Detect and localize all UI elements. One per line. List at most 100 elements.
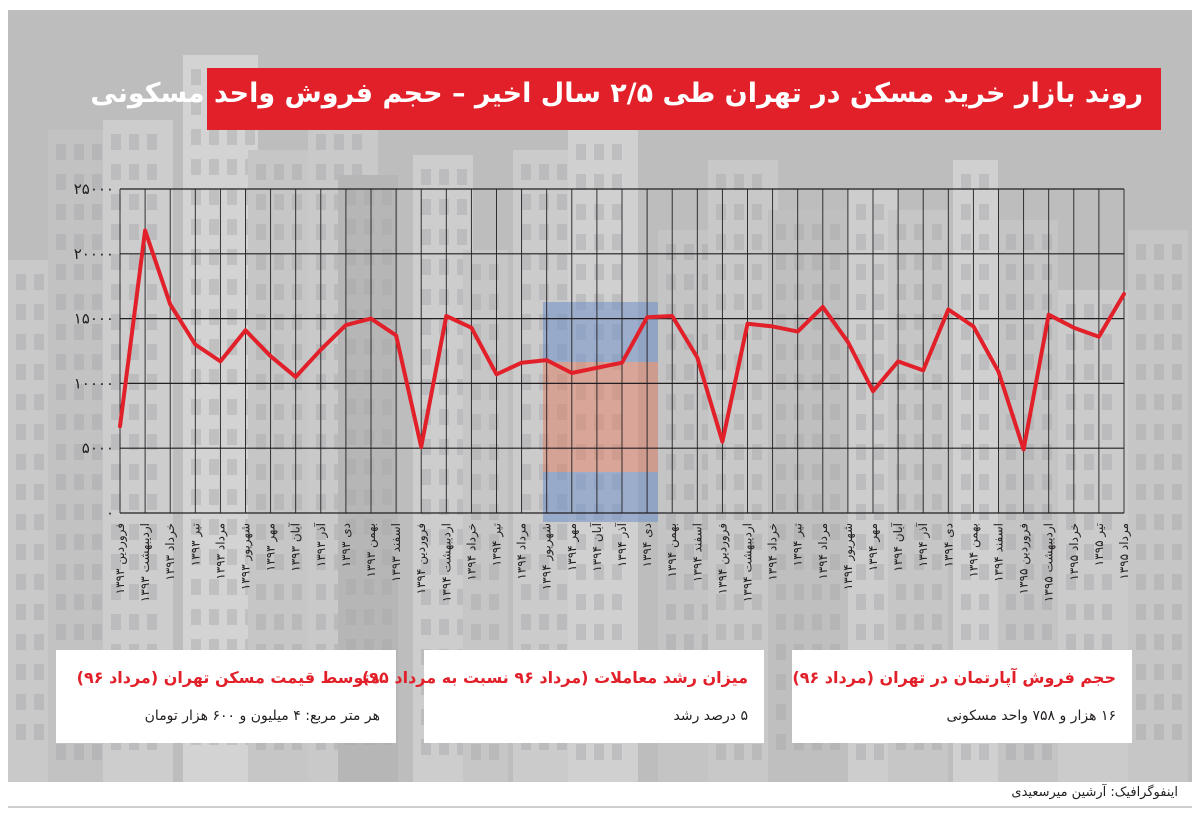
data-point [595,366,599,370]
x-tick-label: آذر ۱۳۹۴ [915,522,931,567]
x-tick-label: مهر ۱۳۹۳ [264,523,279,571]
bottom-divider [8,806,1192,808]
data-point [997,370,1000,374]
x-tick-label: بهمن ۱۳۹۳ [364,523,379,578]
x-tick-label: مرداد ۱۳۹۵ [1117,523,1132,580]
y-tick-label: ۲۰۰۰۰ [74,245,114,263]
x-tick-label: خرداد ۱۳۹۵ [1067,523,1082,581]
data-point [871,389,875,393]
x-tick-label: مرداد ۱۳۹۳ [213,523,228,580]
chart-title: روند بازار خرید مسکن در تهران طی ۲/۵ سال… [90,78,1143,109]
card-title: متوسط قیمت مسکن تهران (مرداد ۹۶) [76,668,380,687]
x-tick-label: آبان ۱۳۹۴ [890,522,905,571]
x-tick-label: بهمن ۱۳۹۴ [665,523,680,578]
x-tick-label: مرداد ۱۳۹۴ [515,523,530,580]
x-tick-label: تیر ۱۳۹۴ [791,523,806,566]
data-point [244,328,247,332]
x-tick-label: خرداد ۱۳۹۴ [766,523,781,581]
data-point [1097,335,1101,339]
x-tick-label: آبان ۱۳۹۳ [288,522,303,571]
data-point [193,343,197,347]
x-tick-label: تیر ۱۳۹۵ [1092,523,1107,566]
data-point [294,375,298,379]
x-tick-label: خرداد ۱۳۹۳ [163,523,178,581]
card-value: ۵ درصد رشد [673,708,748,724]
x-tick-label: دی ۱۳۹۳ [339,523,353,567]
series-layer [118,228,1126,452]
x-tick-label: شهریور ۱۳۹۴ [841,523,856,590]
data-point [319,348,323,352]
y-tick-label: ۱۵۰۰۰ [74,310,114,328]
data-point [1072,326,1076,330]
x-tick-label: اردیبهشت ۱۳۹۳ [138,523,153,602]
x-tick-label: مرداد ۱۳۹۴ [816,523,831,580]
watermark-logo [543,302,658,522]
data-point [469,326,473,330]
card-average-price: متوسط قیمت مسکن تهران (مرداد ۹۶) هر متر … [56,650,396,743]
data-point [670,314,674,318]
x-tick-label: اسفند ۱۳۹۴ [690,523,704,582]
x-tick-label: فروردین ۱۳۹۳ [113,523,128,594]
data-point [720,440,724,444]
y-tick-label: ۵۰۰۰ [82,439,114,457]
x-tick-label: اردیبهشت ۱۳۹۴ [741,523,756,602]
x-axis: فروردین ۱۳۹۳ اردیبهشت ۱۳۹۳ خرداد ۱۳۹۳ تیر ۱… [113,522,1132,602]
data-point [344,323,348,327]
data-point [645,315,649,319]
data-point [218,359,222,363]
x-tick-label: اردیبهشت ۱۳۹۴ [439,523,454,602]
x-tick-label: بهمن ۱۳۹۴ [966,523,981,578]
data-point [746,322,749,326]
card-title: حجم فروش آپارتمان در تهران (مرداد ۹۶) [792,668,1116,687]
data-point [545,358,549,362]
x-tick-label: شهریور ۱۳۹۳ [239,523,254,590]
data-point [444,314,448,318]
x-tick-label: فروردین ۱۳۹۵ [1017,523,1032,594]
x-tick-label: دی ۱۳۹۴ [941,523,955,567]
x-tick-label: آذر ۱۳۹۴ [614,522,630,567]
data-point [143,228,147,232]
data-point [896,359,900,363]
data-point [1022,447,1026,451]
data-point [971,324,975,328]
card-value: ۱۶ هزار و ۷۵۸ واحد مسکونی [946,708,1116,724]
data-point [695,355,699,359]
card-growth: میزان رشد معاملات (مرداد ۹۶ نسبت به مردا… [362,650,764,743]
x-tick-label: تیر ۱۳۹۴ [490,523,505,566]
x-tick-label: مهر ۱۳۹۴ [565,523,580,571]
data-point [946,308,950,312]
chart-grid [119,188,1125,514]
data-point [394,333,398,337]
credit-text: اینفوگرافیک: آرشین میرسعیدی [1011,785,1178,800]
data-point [1122,292,1126,296]
y-tick-label: ۲۵۰۰۰ [74,180,114,198]
x-tick-label: مهر ۱۳۹۴ [866,523,881,571]
x-tick-label: تیر ۱۳۹۳ [188,523,203,566]
data-point [419,445,423,449]
data-point [620,361,624,365]
x-tick-label: اسفند ۱۳۹۴ [992,523,1006,582]
x-tick-label: فروردین ۱۳۹۴ [715,523,730,594]
card-value: هر متر مربع: ۴ میلیون و ۶۰۰ هزار تومان [144,708,380,724]
data-point [570,371,574,375]
card-sales-volume: حجم فروش آپارتمان در تهران (مرداد ۹۶) ۱۶… [792,650,1132,743]
y-axis: ۰ ۵۰۰۰ ۱۰۰۰۰ ۱۵۰۰۰ ۲۰۰۰۰ ۲۵۰۰۰ [74,180,114,522]
x-tick-label: اردیبهشت ۱۳۹۵ [1042,523,1057,602]
data-point [771,324,775,328]
x-tick-label: آبان ۱۳۹۴ [589,522,604,571]
x-tick-label: دی ۱۳۹۴ [640,523,654,567]
data-point [269,354,273,358]
data-point [821,305,825,309]
x-tick-label: اسفند ۱۳۹۳ [389,523,403,582]
x-tick-label: خرداد ۱۳۹۴ [464,523,479,581]
x-tick-label: آذر ۱۳۹۳ [313,522,329,567]
y-tick-label: ۱۰۰۰۰ [74,374,114,392]
data-point [495,372,498,376]
x-tick-label: شهریور ۱۳۹۴ [540,523,555,590]
data-point [520,361,524,365]
x-tick-label: فروردین ۱۳۹۴ [414,523,429,594]
data-point [1047,313,1051,317]
data-point [168,302,172,306]
credit-bar: اینفوگرافیک: آرشین میرسعیدی [952,782,1192,806]
data-point [846,340,850,344]
